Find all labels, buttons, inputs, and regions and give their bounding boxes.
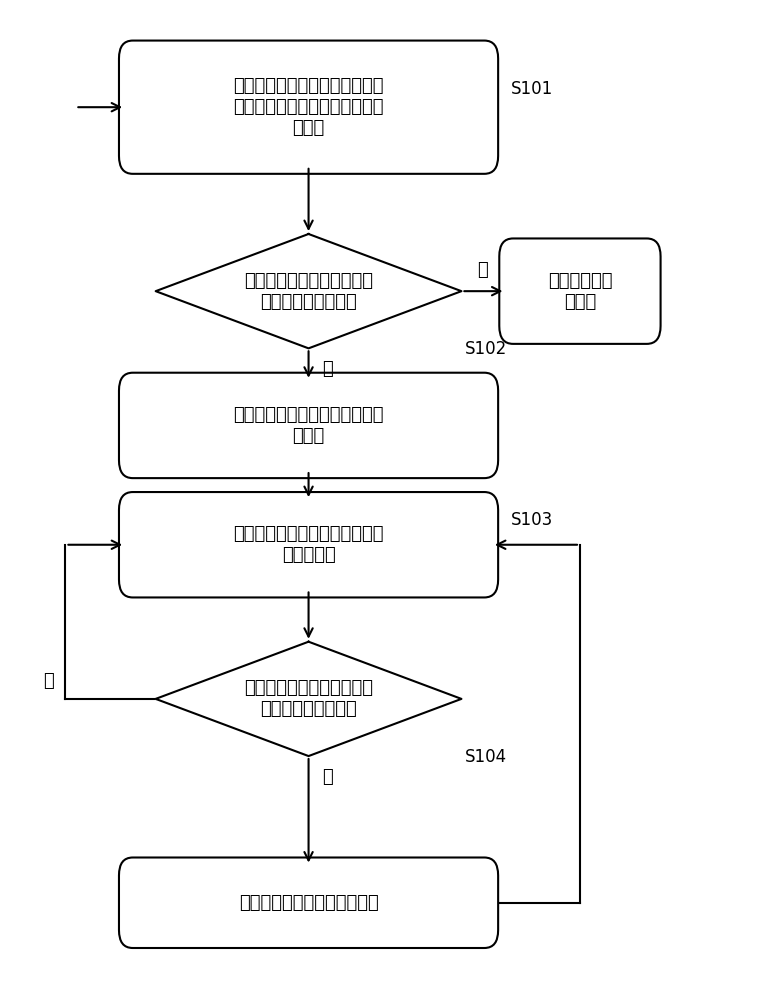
Text: 否: 否	[323, 768, 333, 786]
FancyBboxPatch shape	[119, 492, 498, 597]
Text: 判断第一电池温度是否超过
预设的第一温度阈值: 判断第一电池温度是否超过 预设的第一温度阈值	[244, 272, 373, 311]
FancyBboxPatch shape	[119, 373, 498, 478]
Polygon shape	[156, 234, 461, 348]
Text: S104: S104	[465, 748, 507, 766]
Text: S101: S101	[511, 80, 554, 98]
Text: 是: 是	[43, 672, 54, 690]
Text: 是: 是	[323, 360, 333, 378]
Text: S103: S103	[511, 511, 554, 529]
Polygon shape	[156, 642, 461, 756]
Text: 实时检测机器人断开充电后的第
二电池温度: 实时检测机器人断开充电后的第 二电池温度	[233, 525, 383, 564]
FancyBboxPatch shape	[499, 238, 661, 344]
Text: 控制机器人前往充电桩充电，并
实时检测机器人充电时的第一电
池温度: 控制机器人前往充电桩充电，并 实时检测机器人充电时的第一电 池温度	[233, 77, 383, 137]
FancyBboxPatch shape	[119, 41, 498, 174]
Text: 控制机器人继
续充电: 控制机器人继 续充电	[547, 272, 612, 311]
Text: 控制机器人维持断开充电状态: 控制机器人维持断开充电状态	[239, 894, 378, 912]
Text: 控制机器人离开充电桩，从而断
开充电: 控制机器人离开充电桩，从而断 开充电	[233, 406, 383, 445]
Text: 判断第二电池温度是否低于
预设的第二温度阈值: 判断第二电池温度是否低于 预设的第二温度阈值	[244, 679, 373, 718]
Text: 否: 否	[477, 261, 488, 279]
Text: S102: S102	[465, 340, 507, 358]
FancyBboxPatch shape	[119, 858, 498, 948]
